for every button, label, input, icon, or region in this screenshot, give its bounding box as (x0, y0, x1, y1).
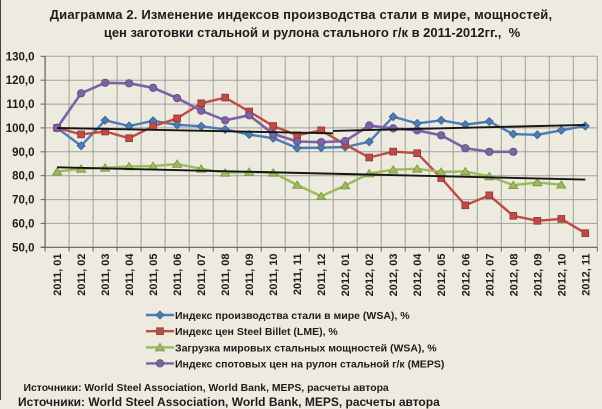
svg-text:2011, 11: 2011, 11 (292, 254, 304, 296)
svg-text:2011, 08: 2011, 08 (220, 254, 232, 296)
svg-text:50,0: 50,0 (12, 242, 34, 254)
svg-text:90,0: 90,0 (12, 147, 34, 159)
svg-text:Индекс производства стали в ми: Индекс производства стали в мире (WSA), … (175, 310, 410, 322)
svg-text:2011, 03: 2011, 03 (100, 254, 112, 296)
svg-text:Индекс спотовых цен на рулон с: Индекс спотовых цен на рулон стальной г/… (175, 358, 444, 370)
svg-text:2012, 07: 2012, 07 (484, 254, 496, 297)
svg-text:2012, 10: 2012, 10 (556, 254, 568, 297)
svg-text:130,0: 130,0 (6, 51, 35, 63)
svg-text:2012, 05: 2012, 05 (436, 254, 448, 297)
svg-text:2012, 04: 2012, 04 (412, 253, 424, 297)
svg-text:Индекс цен Steel Billet (LME),: Индекс цен Steel Billet (LME), % (175, 326, 338, 338)
svg-text:Загрузка мировых стальных мощн: Загрузка мировых стальных мощностей (WSA… (175, 342, 437, 354)
svg-text:2011, 07: 2011, 07 (196, 254, 208, 296)
svg-text:2011, 01: 2011, 01 (52, 254, 64, 296)
svg-text:2011, 05: 2011, 05 (148, 254, 160, 296)
svg-text:2012, 08: 2012, 08 (508, 254, 520, 297)
svg-text:2011, 02: 2011, 02 (76, 254, 88, 296)
svg-text:2011, 06: 2011, 06 (172, 254, 184, 296)
svg-text:2012, 06: 2012, 06 (460, 254, 472, 297)
svg-text:2011, 09: 2011, 09 (244, 254, 256, 296)
svg-text:110,0: 110,0 (6, 99, 34, 111)
svg-text:2011, 04: 2011, 04 (124, 253, 136, 296)
svg-text:2012, 03: 2012, 03 (388, 254, 400, 297)
svg-text:2012, 11: 2012, 11 (580, 254, 592, 296)
svg-text:80,0: 80,0 (12, 171, 34, 183)
svg-text:2012, 01: 2012, 01 (340, 254, 352, 297)
svg-text:60,0: 60,0 (12, 218, 34, 230)
svg-text:100,0: 100,0 (6, 123, 35, 135)
svg-text:2011, 10: 2011, 10 (268, 254, 280, 296)
svg-text:120,0: 120,0 (6, 75, 35, 87)
svg-text:2012, 02: 2012, 02 (364, 254, 376, 297)
svg-text:70,0: 70,0 (12, 195, 34, 207)
svg-text:2011, 12: 2011, 12 (316, 254, 328, 296)
svg-text:2012, 09: 2012, 09 (532, 254, 544, 297)
